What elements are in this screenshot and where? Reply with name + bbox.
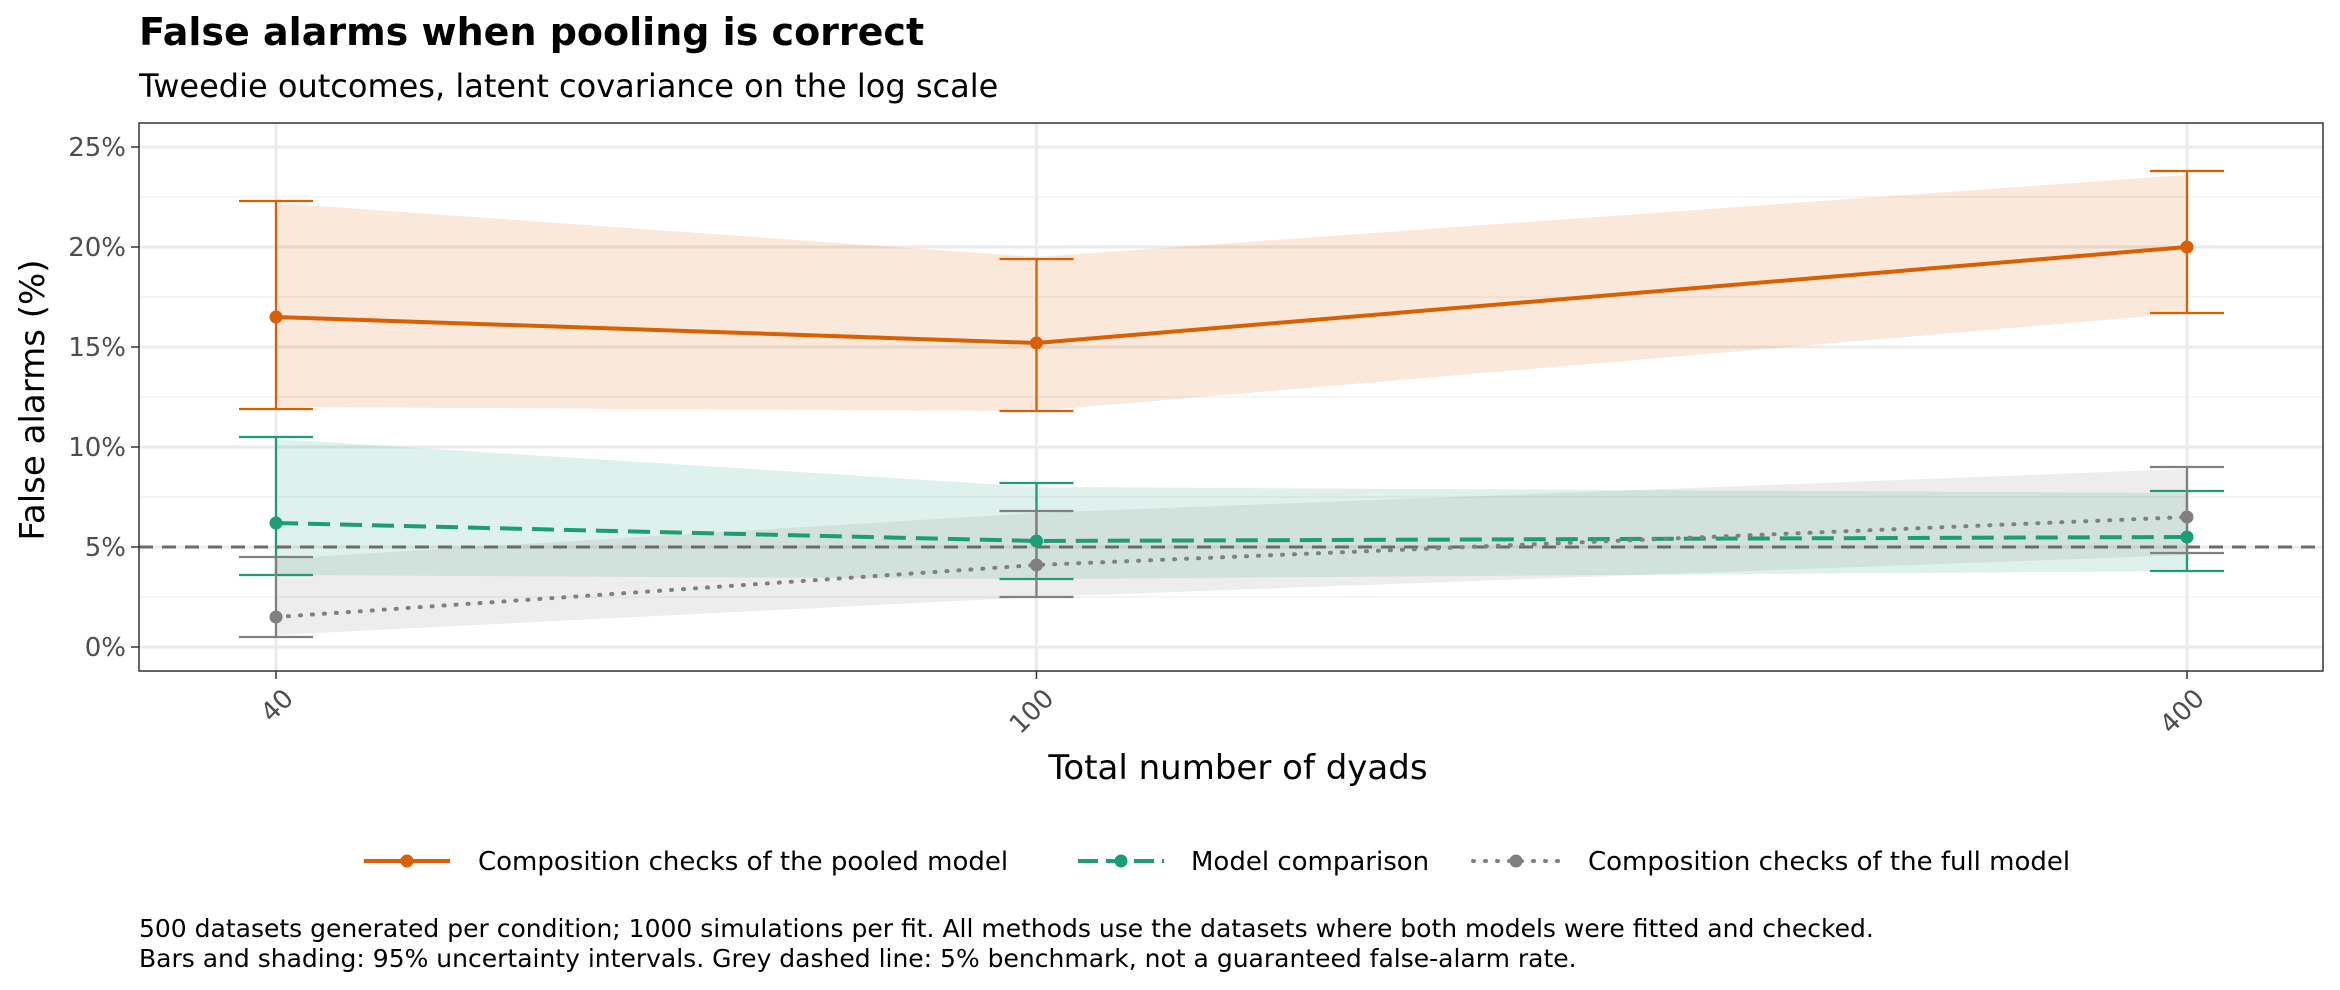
errorbar-composition-checks-of-the-full-model [999,509,1074,599]
legend-key-point [400,854,414,868]
point-composition-checks-of-the-full-model [1029,558,1043,572]
y-tick-label: 0% [85,633,126,663]
plot-panel-border [138,122,2324,672]
point-composition-checks-of-the-pooled-model [269,310,283,324]
point-model-comparison [1029,534,1043,548]
legend-key-point [1114,854,1128,868]
x-axis-ticks: 40 100 400 [255,671,2211,740]
legend-item-composition-checks-of-the-pooled-model: Composition checks of the pooled model [364,847,1008,877]
x-tick-label: 400 [2155,684,2211,740]
y-tick-label: 25% [68,133,126,163]
legend-key-point [1509,854,1523,868]
legend-label: Composition checks of the full model [1588,847,2070,877]
point-model-comparison [2180,530,2194,544]
chart-title: False alarms when pooling is correct [139,10,924,54]
y-tick-label: 20% [68,233,126,263]
data-points [269,240,2194,624]
point-composition-checks-of-the-pooled-model [1029,336,1043,350]
y-tick-label: 15% [68,333,126,363]
errorbar-composition-checks-of-the-pooled-model [999,257,1074,413]
y-tick-label: 5% [85,533,126,563]
band-composition-checks-of-the-full-model [276,469,2187,635]
legend-label: Composition checks of the pooled model [478,847,1008,877]
y-axis-title: False alarms (%) [13,259,53,540]
point-composition-checks-of-the-pooled-model [2180,240,2194,254]
point-model-comparison [269,516,283,530]
legend-label: Model comparison [1191,847,1429,877]
point-composition-checks-of-the-full-model [269,610,283,624]
legend: Composition checks of the pooled model Mo… [364,847,2070,877]
x-axis-title: Total number of dyads [1047,748,1427,788]
chart-subtitle: Tweedie outcomes, latent covariance on t… [138,67,998,105]
errorbar-composition-checks-of-the-pooled-model [239,199,313,411]
line-composition-checks-of-the-full-model [274,515,2189,619]
errorbar-composition-checks-of-the-full-model [239,555,313,639]
band-model-comparison [276,439,2187,579]
band-composition-checks-of-the-pooled-model [276,175,2187,411]
legend-item-model-comparison: Model comparison [1078,847,1429,877]
point-composition-checks-of-the-full-model [2180,510,2194,524]
legend-item-composition-checks-of-the-full-model: Composition checks of the full model [1471,847,2070,877]
y-tick-label: 10% [68,433,126,463]
x-tick-label: 40 [255,684,300,729]
x-tick-label: 100 [1004,684,1060,740]
uncertainty-bands [276,175,2187,635]
y-axis-ticks: 0% 5% 10% 15% 20% 25% [68,133,139,663]
caption-line-1: 500 datasets generated per condition; 10… [139,914,1874,943]
caption-line-2: Bars and shading: 95% uncertainty interv… [139,944,1577,973]
